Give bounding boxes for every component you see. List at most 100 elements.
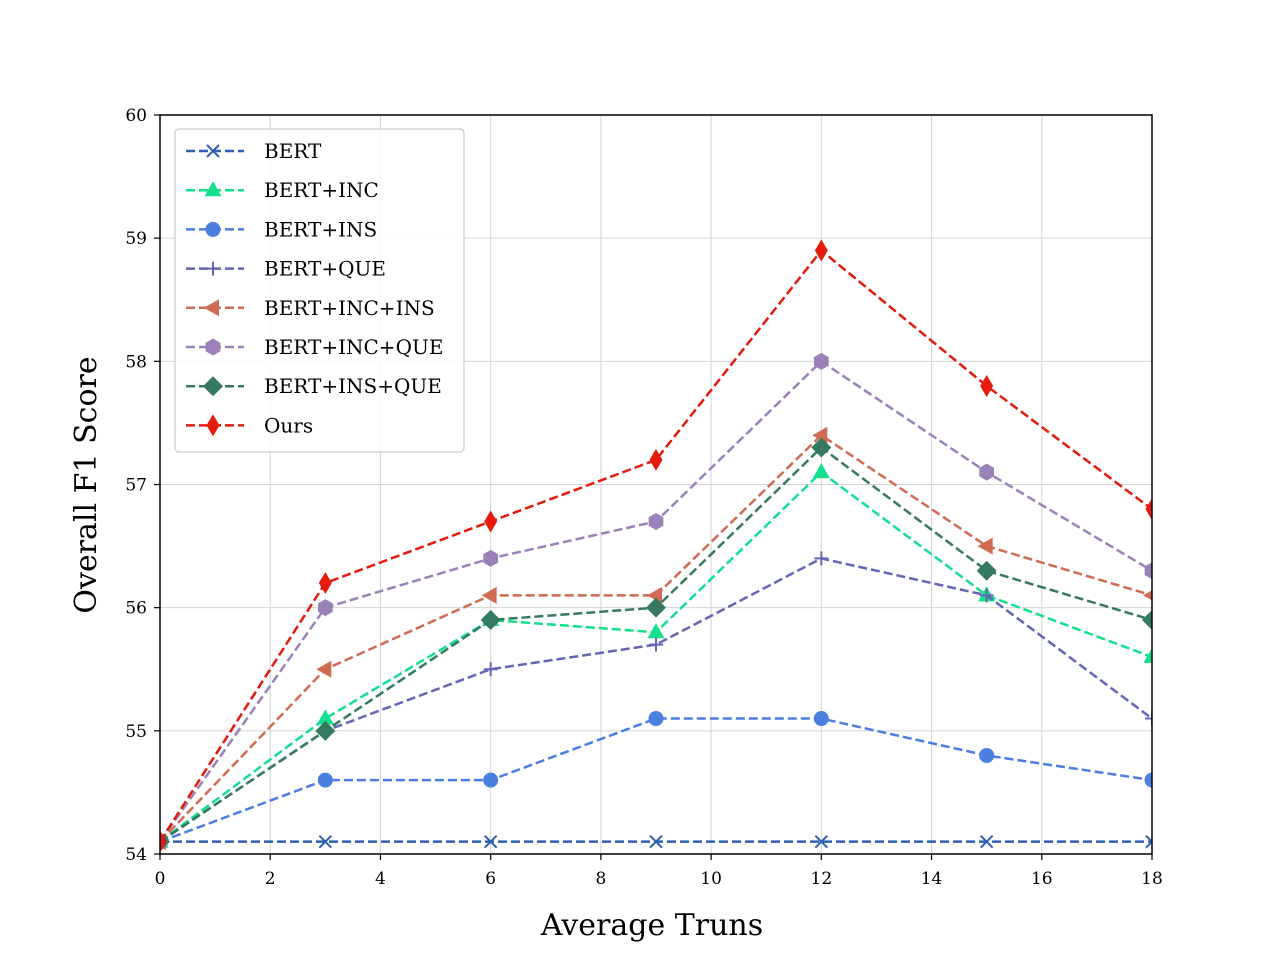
data-point-bert [483, 834, 498, 849]
y-tick-label: 58 [125, 352, 147, 372]
x-tick-label: 16 [1031, 869, 1053, 889]
data-point-bert-ins-que [1142, 609, 1152, 630]
data-point-bert-inc-que [813, 352, 829, 370]
data-point-bert-que [483, 662, 498, 677]
legend-label: BERT [264, 139, 322, 163]
y-axis-label: Overall F1 Score [69, 356, 104, 613]
series-layer [160, 239, 1152, 853]
x-tick-label: 18 [1141, 869, 1163, 889]
x-tick-label: 10 [700, 869, 722, 889]
data-point-ours [1145, 498, 1152, 521]
series-bert [160, 834, 1152, 849]
data-point-bert-inc-ins [1143, 590, 1152, 601]
data-point-ours [318, 572, 332, 595]
series-bert-inc-ins [160, 426, 1152, 851]
data-point-bert-ins [483, 772, 499, 788]
data-point-bert [1145, 834, 1152, 849]
legend-item-bert-ins[interactable]: BERT+INS [186, 217, 377, 241]
y-tick-label: 60 [125, 106, 147, 126]
legend-label: BERT+INS [264, 217, 377, 241]
data-point-bert-que [649, 637, 663, 652]
legend-marker [206, 261, 220, 276]
legend-marker [205, 338, 221, 356]
legend-box [174, 128, 465, 453]
legend-marker [205, 221, 221, 237]
series-bert-ins-que [160, 437, 1152, 852]
data-point-bert-inc-ins [812, 426, 828, 444]
legend-marker [204, 299, 219, 317]
legend-marker [203, 376, 223, 397]
data-point-bert-inc [1143, 647, 1152, 663]
data-point-ours [814, 239, 828, 262]
data-point-bert-ins [813, 711, 829, 727]
legend-item-bert[interactable]: BERT [186, 139, 322, 163]
legend-label: Ours [264, 413, 313, 437]
data-point-bert [814, 834, 829, 849]
data-point-ours [980, 374, 994, 397]
series-bert-ins [160, 711, 1152, 850]
series-line-bert-ins [160, 717, 1152, 843]
y-tick-label: 57 [125, 476, 147, 496]
legend-item-bert-inc-que[interactable]: BERT+INC+QUE [186, 335, 443, 359]
data-point-bert-ins-que [480, 609, 501, 630]
ticks: 0 2 4 6 8 10 12 14 16 18 54 55 56 57 58 59 60 [125, 106, 1162, 889]
legend-marker [206, 414, 220, 437]
data-point-bert-que [979, 588, 994, 603]
legend-label: BERT+INC+QUE [264, 335, 443, 359]
legend-label: BERT+INC [264, 178, 379, 202]
data-point-bert-ins-que [315, 720, 336, 741]
x-tick-label: 14 [921, 869, 943, 889]
data-point-ours [649, 448, 663, 471]
data-point-bert-ins [979, 747, 995, 763]
legend-item-bert-inc[interactable]: BERT+INC [186, 178, 379, 202]
legend-label: BERT+QUE [264, 257, 386, 281]
data-point-bert-ins-que [811, 437, 832, 458]
data-point-bert-inc [647, 623, 665, 639]
y-tick-label: 56 [125, 599, 147, 619]
legend-item-ours[interactable]: Ours [186, 413, 313, 437]
legend-item-bert-que[interactable]: BERT+QUE [186, 257, 386, 281]
data-point-bert [649, 834, 663, 849]
data-point-bert-inc [316, 709, 334, 725]
legend-item-bert-ins-que[interactable]: BERT+INS+QUE [186, 374, 442, 398]
data-point-bert-inc [812, 463, 830, 479]
data-point-bert [318, 834, 333, 849]
legend-marker [204, 181, 222, 197]
y-tick-label: 59 [125, 229, 147, 249]
data-point-bert-inc-que [317, 599, 333, 617]
x-tick-label: 6 [485, 869, 496, 889]
data-point-bert-ins-que [976, 560, 997, 581]
x-tick-label: 2 [265, 869, 276, 889]
data-point-bert-inc-que [648, 512, 664, 530]
data-point-bert-ins [648, 711, 664, 727]
data-point-bert-inc-que [979, 463, 995, 481]
x-tick-label: 12 [811, 869, 833, 889]
data-point-bert-inc-ins [647, 586, 662, 604]
data-point-bert-inc-que [1144, 562, 1152, 580]
legend-label: BERT+INS+QUE [264, 374, 442, 398]
x-tick-label: 8 [595, 869, 606, 889]
y-tick-label: 54 [125, 845, 147, 865]
x-axis-label: Average Truns [540, 908, 763, 943]
x-tick-label: 4 [375, 869, 386, 889]
data-point-bert-inc-ins [977, 537, 993, 555]
legend-label: BERT+INC+INS [264, 296, 435, 320]
data-point-bert-inc-que [483, 549, 499, 567]
x-tick-label: 0 [155, 869, 166, 889]
data-point-bert-inc-ins [316, 660, 332, 678]
data-point-bert-inc-ins [481, 586, 497, 604]
legend-item-bert-inc-ins[interactable]: BERT+INC+INS [186, 296, 435, 320]
series-bert-inc-que [160, 352, 1152, 851]
y-tick-label: 55 [125, 722, 147, 742]
data-point-bert-ins [1144, 772, 1152, 788]
legend-marker [206, 144, 220, 158]
series-ours [160, 239, 1152, 853]
data-point-ours [484, 510, 498, 533]
data-point-bert-que [814, 551, 829, 566]
data-point-bert [979, 834, 994, 849]
data-point-bert-ins [317, 772, 333, 788]
data-point-bert-ins-que [646, 597, 666, 618]
data-point-bert-que [1145, 711, 1152, 726]
legend[interactable]: BERT BERT+INC BERT+INS BERT+QUE BERT+INC+INS… [174, 128, 465, 453]
